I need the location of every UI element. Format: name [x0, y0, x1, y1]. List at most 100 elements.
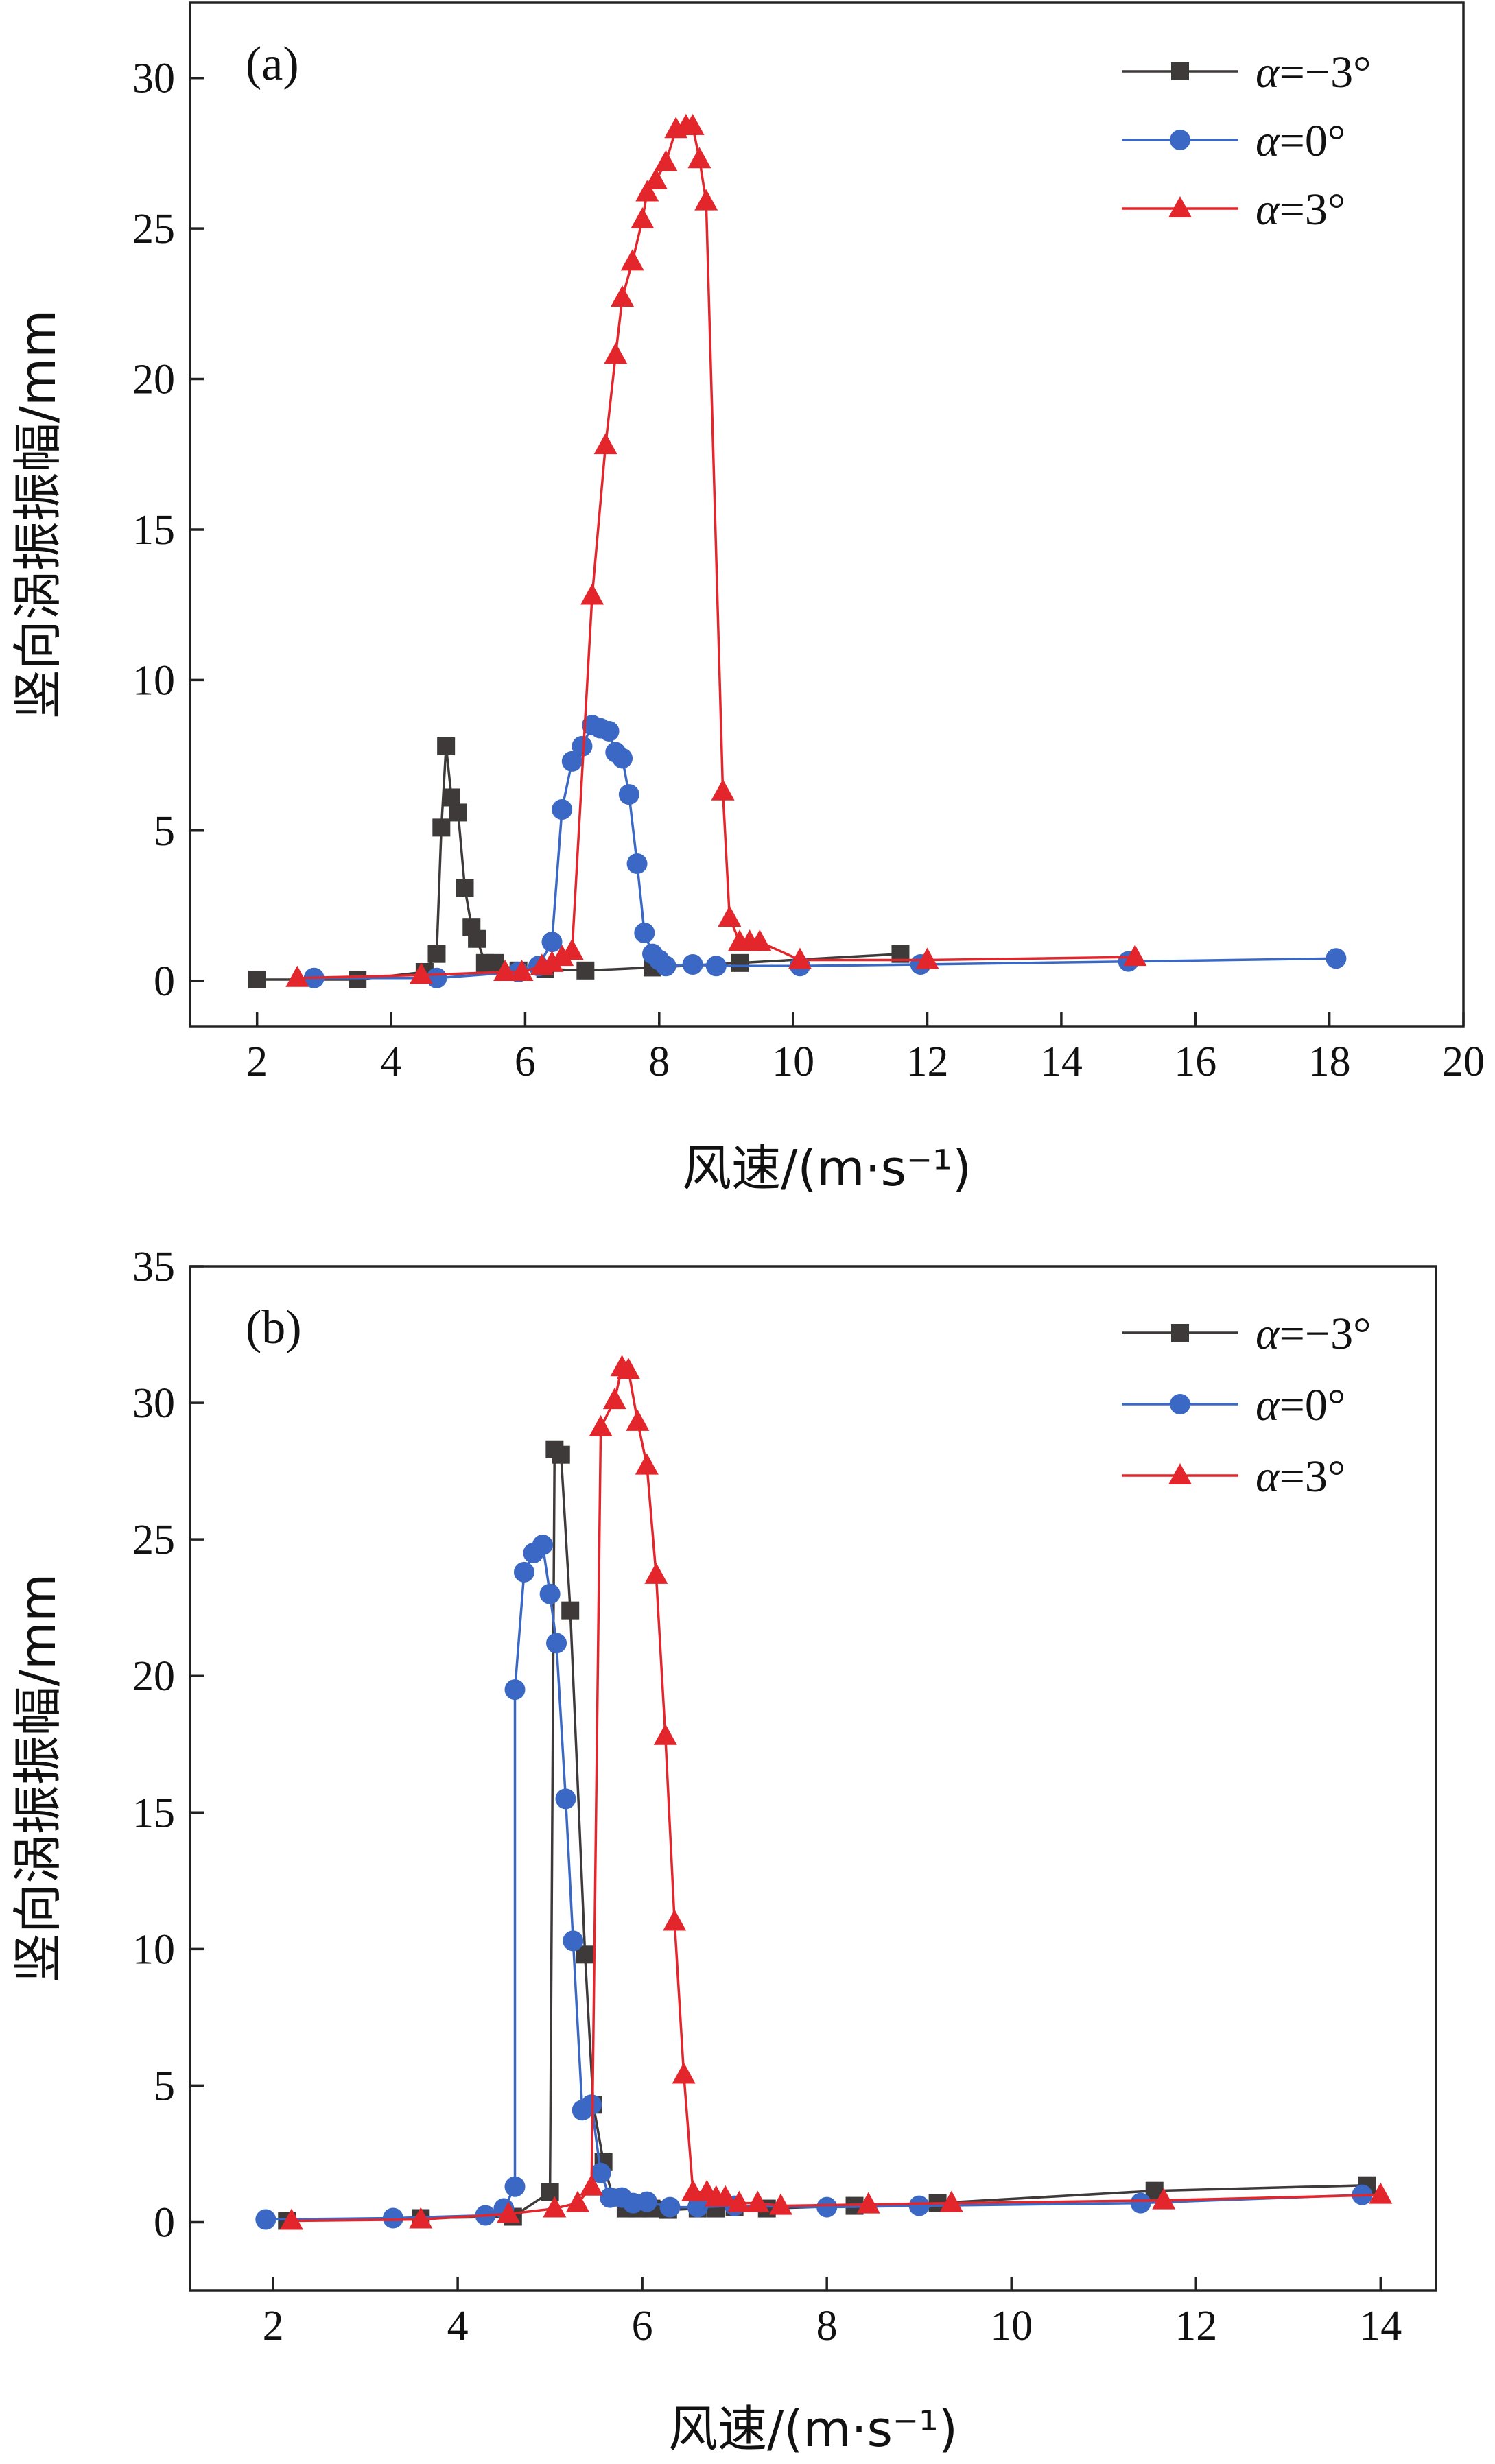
data-point-triangle-a	[611, 285, 635, 307]
y-tick-label-b: 30	[132, 1380, 175, 1427]
legend-marker-circle	[1170, 130, 1190, 150]
series-circle-b	[255, 1535, 1373, 2230]
data-point-triangle-b	[635, 1453, 659, 1475]
data-point-triangle-a	[631, 206, 655, 228]
y-tick-label-b: 25	[132, 1517, 175, 1563]
y-tick-label-a: 0	[154, 958, 175, 1005]
data-point-square-b	[561, 1601, 580, 1620]
legend-marker-circle	[1170, 1394, 1190, 1414]
data-point-square-b	[541, 2183, 559, 2201]
data-point-triangle-a	[540, 950, 564, 972]
data-point-circle-a	[626, 853, 648, 875]
legend-label-square: α=−3°	[1256, 1309, 1372, 1359]
x-tick-label-b: 12	[1175, 2303, 1217, 2349]
data-point-circle-b	[687, 2196, 708, 2218]
legend-angle-value: =3°	[1280, 1452, 1346, 1502]
data-point-square-a	[432, 818, 451, 837]
data-point-triangle-b	[727, 2190, 751, 2212]
series-triangle-b	[279, 1355, 1393, 2230]
data-point-triangle-b	[602, 1388, 626, 1410]
x-tick-label-a: 10	[772, 1039, 814, 1085]
data-point-triangle-b	[543, 2196, 567, 2218]
y-tick-label-b: 35	[132, 1244, 175, 1290]
data-point-circle-b	[382, 2207, 403, 2229]
data-point-triangle-a	[510, 960, 534, 982]
y-tick-label-b: 5	[154, 2063, 175, 2109]
data-point-triangle-a	[593, 433, 617, 455]
data-point-triangle-b	[1152, 2188, 1176, 2210]
x-tick-label-b: 4	[447, 2303, 469, 2349]
data-point-triangle-b	[580, 2174, 604, 2196]
data-point-triangle-b	[279, 2208, 303, 2230]
data-point-circle-b	[504, 2176, 526, 2197]
legend-label-triangle: α=3°	[1256, 185, 1345, 235]
data-point-circle-a	[552, 799, 573, 820]
series-layer-a	[248, 113, 1347, 988]
legend-label-circle: α=0°	[1256, 116, 1345, 166]
x-tick-label-b: 2	[263, 2303, 284, 2349]
legend-alpha-symbol: α	[1256, 1452, 1280, 1502]
legend-angle-value: =0°	[1280, 116, 1346, 166]
data-point-circle-a	[634, 922, 655, 943]
data-point-circle-b	[532, 1535, 553, 1556]
y-tick-label-b: 15	[132, 1790, 175, 1836]
data-point-triangle-a	[620, 249, 644, 271]
legend-marker-square	[1171, 62, 1189, 80]
legend-item-triangle-b: α=3°	[1122, 1452, 1345, 1502]
data-point-circle-a	[541, 932, 563, 953]
legend-marker-square	[1171, 1324, 1189, 1342]
legend-alpha-symbol: α	[1256, 47, 1280, 97]
data-point-circle-b	[255, 2209, 276, 2230]
data-point-circle-a	[618, 784, 639, 805]
x-tick-label-a: 6	[515, 1039, 536, 1085]
panel-label-a: (a)	[246, 38, 299, 91]
data-point-circle-a	[655, 956, 676, 977]
x-tick-label-a: 4	[381, 1039, 402, 1085]
x-tick-label-a: 14	[1040, 1039, 1083, 1085]
x-axis-title-a: 风速/(m·s⁻¹)	[682, 1139, 972, 1197]
data-point-circle-a	[1326, 948, 1347, 969]
data-point-circle-a	[598, 720, 620, 742]
data-point-triangle-a	[748, 929, 772, 951]
data-point-triangle-b	[644, 1562, 668, 1584]
data-point-square-a	[442, 788, 460, 807]
y-ticks-b: 0 5 10 15 20 25 30 35	[132, 1244, 204, 2246]
data-point-triangle-a	[711, 779, 735, 801]
legend-label-circle: α=0°	[1256, 1380, 1345, 1430]
data-point-circle-b	[513, 1561, 534, 1583]
x-axis-title-b: 风速/(m·s⁻¹)	[668, 2400, 958, 2458]
data-point-triangle-a	[635, 180, 659, 202]
x-tick-label-b: 8	[816, 2303, 838, 2349]
data-point-circle-b	[546, 1633, 567, 1654]
legend-a: α=−3°α=0°α=3°	[1122, 47, 1372, 235]
data-point-triangle-a	[410, 962, 434, 984]
data-point-circle-b	[659, 2196, 681, 2218]
panel-label-b: (b)	[246, 1301, 302, 1354]
legend-label-triangle: α=3°	[1256, 1452, 1345, 1502]
data-point-circle-b	[816, 2196, 838, 2218]
x-ticks-b: 2 4 6 8 10 12 14	[263, 2277, 1402, 2349]
x-tick-label-a: 12	[906, 1039, 949, 1085]
plot-frame-b	[189, 1265, 1437, 2292]
y-tick-label-b: 10	[132, 1926, 175, 1973]
y-axis-title-a: 竖向涡振振幅/mm	[9, 310, 67, 720]
data-point-triangle-b	[565, 2190, 589, 2212]
data-point-square-a	[437, 737, 456, 755]
data-point-triangle-b	[1369, 2182, 1393, 2204]
data-point-triangle-a	[788, 947, 812, 969]
y-tick-label-a: 15	[132, 507, 175, 554]
data-point-circle-b	[908, 2195, 930, 2216]
data-point-square-a	[576, 961, 595, 980]
x-tick-label-a: 20	[1442, 1039, 1485, 1085]
data-point-triangle-b	[409, 2207, 433, 2229]
legend-item-square-a: α=−3°	[1122, 47, 1372, 97]
data-point-triangle-a	[718, 905, 742, 927]
legend-item-square-b: α=−3°	[1122, 1309, 1372, 1359]
data-point-circle-a	[612, 748, 633, 769]
y-tick-label-a: 25	[132, 206, 175, 252]
legend-b: α=−3° α=0° α=3°	[1122, 1309, 1372, 1502]
data-point-circle-b	[504, 1679, 526, 1701]
data-point-square-a	[248, 970, 266, 988]
data-point-circle-a	[682, 954, 703, 975]
plot-frame-a	[189, 1, 1465, 1028]
